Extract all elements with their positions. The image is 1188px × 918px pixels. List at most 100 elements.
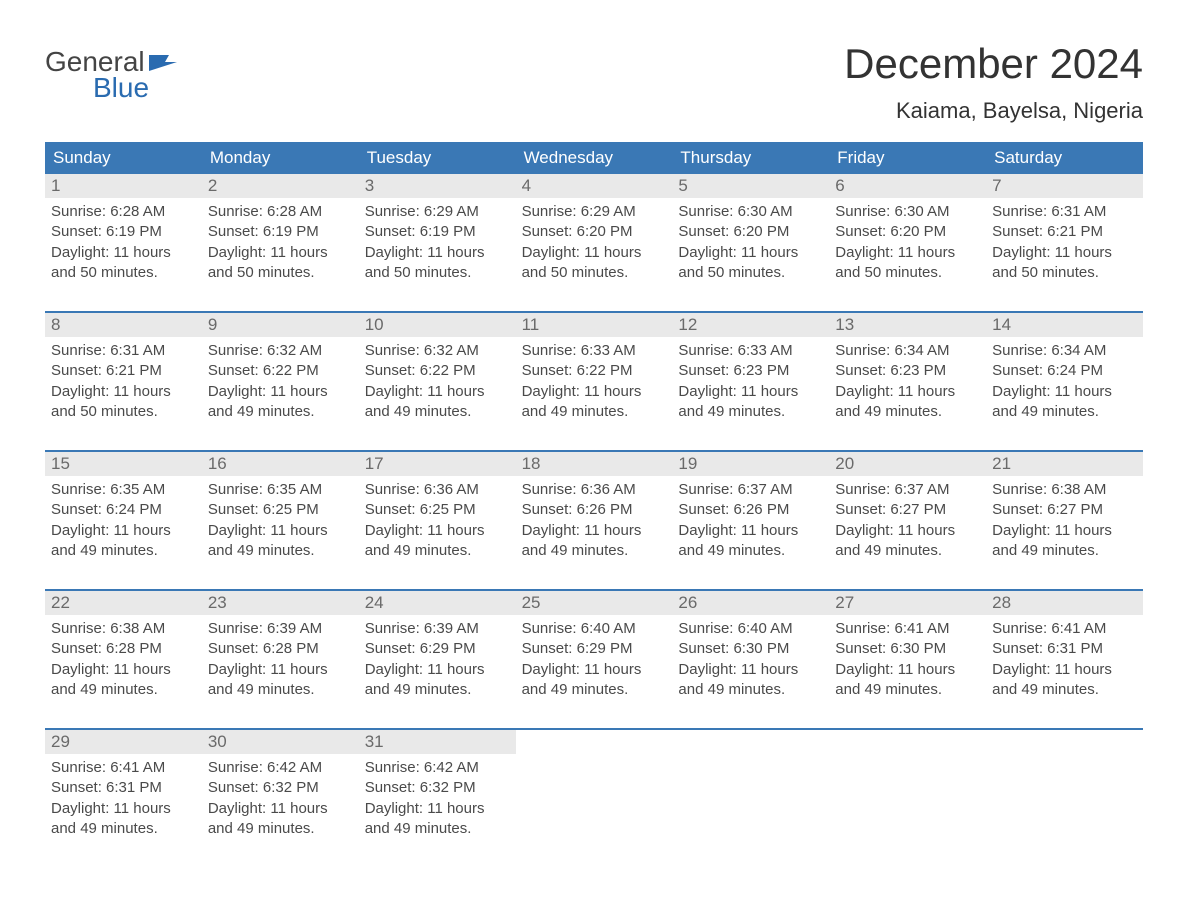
day-details: Sunrise: 6:35 AMSunset: 6:25 PMDaylight:… (202, 476, 359, 561)
calendar-day (829, 730, 986, 839)
sunset-line: Sunset: 6:24 PM (992, 361, 1137, 381)
sunset-line: Sunset: 6:24 PM (51, 500, 196, 520)
daylight-line: Daylight: 11 hours and 49 minutes. (365, 799, 510, 840)
day-number: 15 (45, 452, 202, 476)
day-number: 25 (516, 591, 673, 615)
sunrise-line: Sunrise: 6:38 AM (992, 480, 1137, 500)
sunrise-line: Sunrise: 6:31 AM (992, 202, 1137, 222)
day-details: Sunrise: 6:32 AMSunset: 6:22 PMDaylight:… (202, 337, 359, 422)
daylight-line: Daylight: 11 hours and 49 minutes. (835, 382, 980, 423)
daylight-line: Daylight: 11 hours and 49 minutes. (208, 799, 353, 840)
calendar-day: 3Sunrise: 6:29 AMSunset: 6:19 PMDaylight… (359, 174, 516, 283)
flag-icon (149, 53, 179, 71)
calendar-day: 24Sunrise: 6:39 AMSunset: 6:29 PMDayligh… (359, 591, 516, 700)
day-number: 14 (986, 313, 1143, 337)
calendar-day: 30Sunrise: 6:42 AMSunset: 6:32 PMDayligh… (202, 730, 359, 839)
daylight-line: Daylight: 11 hours and 49 minutes. (365, 521, 510, 562)
day-details: Sunrise: 6:42 AMSunset: 6:32 PMDaylight:… (202, 754, 359, 839)
day-number: 22 (45, 591, 202, 615)
daylight-line: Daylight: 11 hours and 49 minutes. (992, 660, 1137, 701)
day-number (986, 730, 1143, 754)
day-number: 30 (202, 730, 359, 754)
sunrise-line: Sunrise: 6:39 AM (365, 619, 510, 639)
sunrise-line: Sunrise: 6:41 AM (992, 619, 1137, 639)
sunset-line: Sunset: 6:22 PM (365, 361, 510, 381)
daylight-line: Daylight: 11 hours and 49 minutes. (992, 382, 1137, 423)
day-details: Sunrise: 6:37 AMSunset: 6:26 PMDaylight:… (672, 476, 829, 561)
sunrise-line: Sunrise: 6:37 AM (678, 480, 823, 500)
daylight-line: Daylight: 11 hours and 49 minutes. (208, 660, 353, 701)
daylight-line: Daylight: 11 hours and 50 minutes. (835, 243, 980, 284)
sunrise-line: Sunrise: 6:36 AM (522, 480, 667, 500)
sunset-line: Sunset: 6:25 PM (208, 500, 353, 520)
day-details: Sunrise: 6:31 AMSunset: 6:21 PMDaylight:… (45, 337, 202, 422)
sunrise-line: Sunrise: 6:28 AM (51, 202, 196, 222)
calendar-day: 22Sunrise: 6:38 AMSunset: 6:28 PMDayligh… (45, 591, 202, 700)
calendar-day: 26Sunrise: 6:40 AMSunset: 6:30 PMDayligh… (672, 591, 829, 700)
sunset-line: Sunset: 6:20 PM (522, 222, 667, 242)
day-number: 29 (45, 730, 202, 754)
day-number: 16 (202, 452, 359, 476)
sunset-line: Sunset: 6:19 PM (208, 222, 353, 242)
day-number: 4 (516, 174, 673, 198)
sunset-line: Sunset: 6:25 PM (365, 500, 510, 520)
daylight-line: Daylight: 11 hours and 49 minutes. (522, 521, 667, 562)
day-details: Sunrise: 6:32 AMSunset: 6:22 PMDaylight:… (359, 337, 516, 422)
day-details: Sunrise: 6:39 AMSunset: 6:29 PMDaylight:… (359, 615, 516, 700)
daylight-line: Daylight: 11 hours and 49 minutes. (365, 382, 510, 423)
sunset-line: Sunset: 6:30 PM (678, 639, 823, 659)
calendar-day: 19Sunrise: 6:37 AMSunset: 6:26 PMDayligh… (672, 452, 829, 561)
calendar: SundayMondayTuesdayWednesdayThursdayFrid… (45, 142, 1143, 839)
day-number: 5 (672, 174, 829, 198)
day-number: 12 (672, 313, 829, 337)
day-number (829, 730, 986, 754)
calendar-week: 22Sunrise: 6:38 AMSunset: 6:28 PMDayligh… (45, 589, 1143, 700)
sunset-line: Sunset: 6:26 PM (678, 500, 823, 520)
sunrise-line: Sunrise: 6:36 AM (365, 480, 510, 500)
brand-logo: General Blue (45, 46, 179, 104)
sunset-line: Sunset: 6:21 PM (51, 361, 196, 381)
day-number: 27 (829, 591, 986, 615)
day-number: 19 (672, 452, 829, 476)
day-details: Sunrise: 6:40 AMSunset: 6:30 PMDaylight:… (672, 615, 829, 700)
sunset-line: Sunset: 6:32 PM (365, 778, 510, 798)
day-details: Sunrise: 6:34 AMSunset: 6:23 PMDaylight:… (829, 337, 986, 422)
day-details: Sunrise: 6:30 AMSunset: 6:20 PMDaylight:… (829, 198, 986, 283)
daylight-line: Daylight: 11 hours and 50 minutes. (51, 243, 196, 284)
day-details: Sunrise: 6:28 AMSunset: 6:19 PMDaylight:… (45, 198, 202, 283)
sunrise-line: Sunrise: 6:34 AM (992, 341, 1137, 361)
calendar-day: 20Sunrise: 6:37 AMSunset: 6:27 PMDayligh… (829, 452, 986, 561)
daylight-line: Daylight: 11 hours and 50 minutes. (208, 243, 353, 284)
sunrise-line: Sunrise: 6:29 AM (365, 202, 510, 222)
day-number: 13 (829, 313, 986, 337)
calendar-day: 29Sunrise: 6:41 AMSunset: 6:31 PMDayligh… (45, 730, 202, 839)
day-details: Sunrise: 6:39 AMSunset: 6:28 PMDaylight:… (202, 615, 359, 700)
sunrise-line: Sunrise: 6:34 AM (835, 341, 980, 361)
calendar-day: 14Sunrise: 6:34 AMSunset: 6:24 PMDayligh… (986, 313, 1143, 422)
day-details: Sunrise: 6:42 AMSunset: 6:32 PMDaylight:… (359, 754, 516, 839)
day-details: Sunrise: 6:41 AMSunset: 6:30 PMDaylight:… (829, 615, 986, 700)
day-details: Sunrise: 6:40 AMSunset: 6:29 PMDaylight:… (516, 615, 673, 700)
daylight-line: Daylight: 11 hours and 49 minutes. (208, 382, 353, 423)
day-number: 9 (202, 313, 359, 337)
day-details: Sunrise: 6:35 AMSunset: 6:24 PMDaylight:… (45, 476, 202, 561)
daylight-line: Daylight: 11 hours and 49 minutes. (208, 521, 353, 562)
sunrise-line: Sunrise: 6:38 AM (51, 619, 196, 639)
day-number: 26 (672, 591, 829, 615)
day-number: 11 (516, 313, 673, 337)
calendar-day: 16Sunrise: 6:35 AMSunset: 6:25 PMDayligh… (202, 452, 359, 561)
day-details: Sunrise: 6:33 AMSunset: 6:23 PMDaylight:… (672, 337, 829, 422)
calendar-day: 17 Sunrise: 6:36 AMSunset: 6:25 PMDayligh… (359, 452, 516, 561)
weekday-header: Friday (829, 142, 986, 174)
sunset-line: Sunset: 6:21 PM (992, 222, 1137, 242)
calendar-day (986, 730, 1143, 839)
sunset-line: Sunset: 6:31 PM (992, 639, 1137, 659)
location-text: Kaiama, Bayelsa, Nigeria (844, 98, 1143, 124)
calendar-day: 11Sunrise: 6:33 AMSunset: 6:22 PMDayligh… (516, 313, 673, 422)
weekday-header: Saturday (986, 142, 1143, 174)
weekday-header: Thursday (672, 142, 829, 174)
logo-text-blue: Blue (93, 72, 179, 104)
day-number: 17 (359, 452, 516, 476)
day-number: 23 (202, 591, 359, 615)
day-details: Sunrise: 6:34 AMSunset: 6:24 PMDaylight:… (986, 337, 1143, 422)
